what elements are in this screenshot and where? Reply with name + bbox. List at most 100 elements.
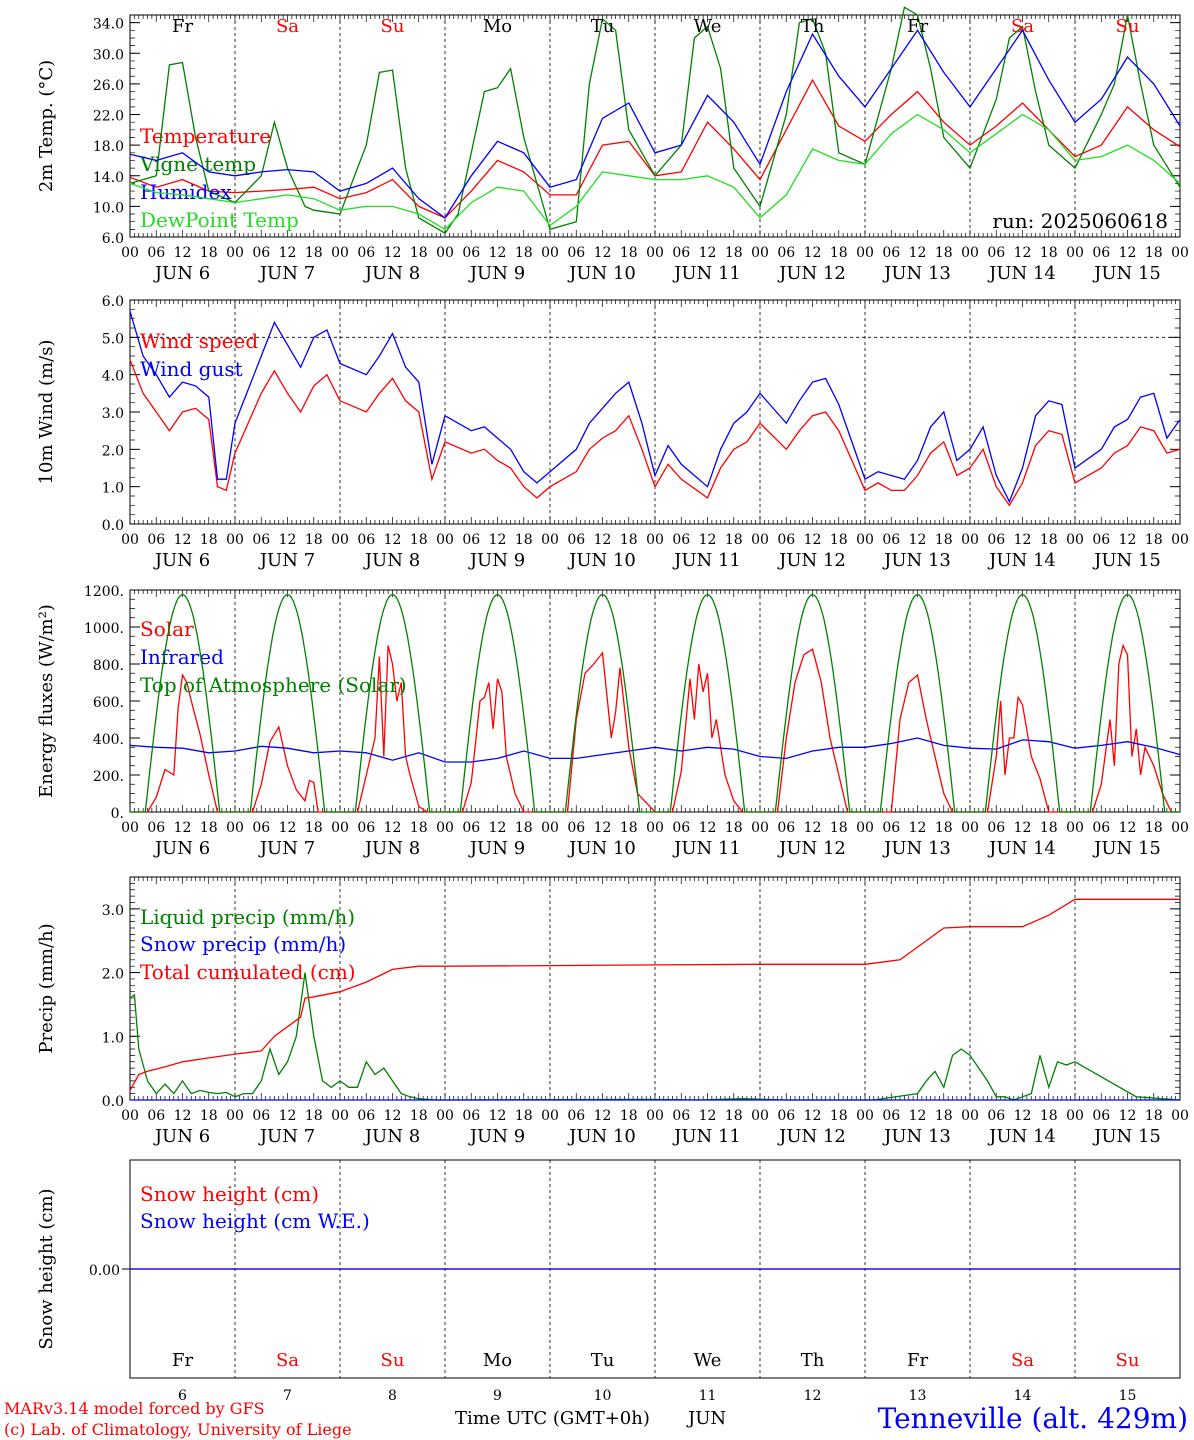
x-hour-label: 00 <box>331 1108 349 1124</box>
copyright-credit: (c) Lab. of Climatology, University of L… <box>4 1420 352 1439</box>
y-tick-label: 10.0 <box>93 200 124 216</box>
x-date-label: JUN 10 <box>567 263 636 284</box>
x-hour-label: 06 <box>147 532 165 548</box>
x-date-label: JUN 9 <box>468 1126 525 1147</box>
x-hour-label: 06 <box>987 245 1005 261</box>
x-hour-label: 06 <box>1092 532 1110 548</box>
legend-entry: Top of Atmosphere (Solar) <box>140 673 407 697</box>
panel-4: 0.0 1.0 2.0 3.0 Precip (mm/h) Liquid precip (… <box>36 876 1189 1147</box>
x-date-label: JUN 8 <box>363 1126 420 1147</box>
x-hour-label: 18 <box>830 532 848 548</box>
weekday-label: Fr <box>172 16 193 37</box>
x-hour-label: 00 <box>646 532 664 548</box>
station-name: Tenneville (alt. 429m) <box>878 1402 1188 1435</box>
day-number-label: 9 <box>493 1388 502 1404</box>
x-hour-label: 00 <box>856 1108 874 1124</box>
x-hour-label: 00 <box>331 245 349 261</box>
x-hour-label: 06 <box>777 1108 795 1124</box>
x-hour-label: 00 <box>961 532 979 548</box>
x-hour-label: 12 <box>489 245 507 261</box>
x-hour-label: 00 <box>1171 532 1189 548</box>
y-tick-label: 2.0 <box>102 967 124 983</box>
x-hour-label: 00 <box>436 532 454 548</box>
x-date-label: JUN 9 <box>468 838 525 859</box>
x-hour-label: 12 <box>279 532 297 548</box>
x-date-label: JUN 9 <box>468 550 525 571</box>
x-hour-label: 12 <box>804 245 822 261</box>
x-minor-ticks <box>129 877 1181 1100</box>
x-hour-label: 06 <box>777 820 795 836</box>
x-minor-ticks <box>129 300 1181 524</box>
weekday-label: Fr <box>907 1350 928 1371</box>
y-tick-label: 1200. <box>84 584 124 600</box>
weekday-label: Mo <box>483 1350 512 1371</box>
panel-3: 0. 200. 400. 600. 800. 1000. 1200. Energy fluxe… <box>36 584 1189 859</box>
x-hour-label: 12 <box>174 532 192 548</box>
x-date-label: JUN 7 <box>258 838 315 859</box>
y-tick-label: 400. <box>93 732 124 748</box>
y-tick-label: 14.0 <box>93 170 124 186</box>
x-hour-label: 06 <box>567 820 585 836</box>
x-date-label: JUN 7 <box>258 1126 315 1147</box>
x-hour-label: 06 <box>357 820 375 836</box>
x-hour-label: 18 <box>200 1108 218 1124</box>
x-hour-label: 00 <box>226 1108 244 1124</box>
x-hour-label: 00 <box>1066 820 1084 836</box>
x-date-label: JUN 15 <box>1092 1126 1161 1147</box>
x-hour-label: 18 <box>1145 245 1163 261</box>
y-axis-label: Snow height (cm) <box>36 1188 57 1349</box>
x-axis-month: JUN <box>686 1408 726 1429</box>
x-date-label: JUN 9 <box>468 263 525 284</box>
legend-entry: Snow height (cm W.E.) <box>140 1209 370 1233</box>
run-label: run: 2025060618 <box>992 209 1168 233</box>
x-hour-label: 18 <box>305 245 323 261</box>
x-hour-label: 00 <box>961 820 979 836</box>
x-hour-label: 06 <box>882 532 900 548</box>
series-line-dewpoint-temp <box>129 113 1181 231</box>
weekday-label: We <box>694 16 722 37</box>
weekday-label: Th <box>801 16 825 37</box>
x-hour-label: 18 <box>410 820 428 836</box>
x-hour-label: 06 <box>252 1108 270 1124</box>
y-tick-label: 0.0 <box>102 518 124 534</box>
panel-5: 0.00 Snow height (cm) Snow height (cm) Snow… <box>36 1159 1181 1404</box>
footer: MARv3.14 model forced by GFS (c) Lab. of … <box>4 1399 1188 1439</box>
x-hour-label: 06 <box>567 245 585 261</box>
x-date-label: JUN 12 <box>777 550 846 571</box>
weekday-label: Tu <box>591 16 615 37</box>
x-hour-label: 00 <box>751 245 769 261</box>
x-hour-label: 00 <box>646 245 664 261</box>
x-hour-label: 18 <box>935 1108 953 1124</box>
y-axis-label: 2m Temp. (°C) <box>36 60 57 192</box>
x-date-label: JUN 8 <box>363 550 420 571</box>
x-hour-label: 18 <box>935 820 953 836</box>
x-hour-label: 18 <box>515 820 533 836</box>
legend-entry: Snow precip (mm/h) <box>140 932 346 956</box>
series-line-infrared <box>129 737 1181 763</box>
series-line-wind-speed <box>129 359 1181 507</box>
x-hour-label: 18 <box>725 1108 743 1124</box>
x-hour-label: 06 <box>777 532 795 548</box>
x-hour-label: 06 <box>462 245 480 261</box>
x-hour-label: 18 <box>410 245 428 261</box>
x-hour-label: 12 <box>699 820 717 836</box>
x-hour-label: 12 <box>174 1108 192 1124</box>
x-hour-label: 18 <box>1040 532 1058 548</box>
x-hour-label: 12 <box>804 820 822 836</box>
day-number-label: 6 <box>178 1388 187 1404</box>
x-hour-label: 12 <box>384 532 402 548</box>
series-line-vigne-temp <box>129 6 1181 235</box>
x-hour-label: 00 <box>1171 1108 1189 1124</box>
x-date-label: JUN 13 <box>882 263 951 284</box>
x-hour-label: 12 <box>279 245 297 261</box>
y-axis-label: Energy fluxes (W/m²) <box>36 604 57 798</box>
x-hour-label: 12 <box>174 245 192 261</box>
x-hour-label: 00 <box>331 532 349 548</box>
y-tick-label: 1.0 <box>102 1030 124 1046</box>
x-date-label: JUN 14 <box>987 1126 1056 1147</box>
x-hour-label: 18 <box>410 1108 428 1124</box>
day-number-label: 12 <box>804 1388 822 1404</box>
x-hour-label: 12 <box>909 820 927 836</box>
x-hour-label: 06 <box>1092 245 1110 261</box>
weekday-label: Sa <box>1011 1350 1034 1371</box>
